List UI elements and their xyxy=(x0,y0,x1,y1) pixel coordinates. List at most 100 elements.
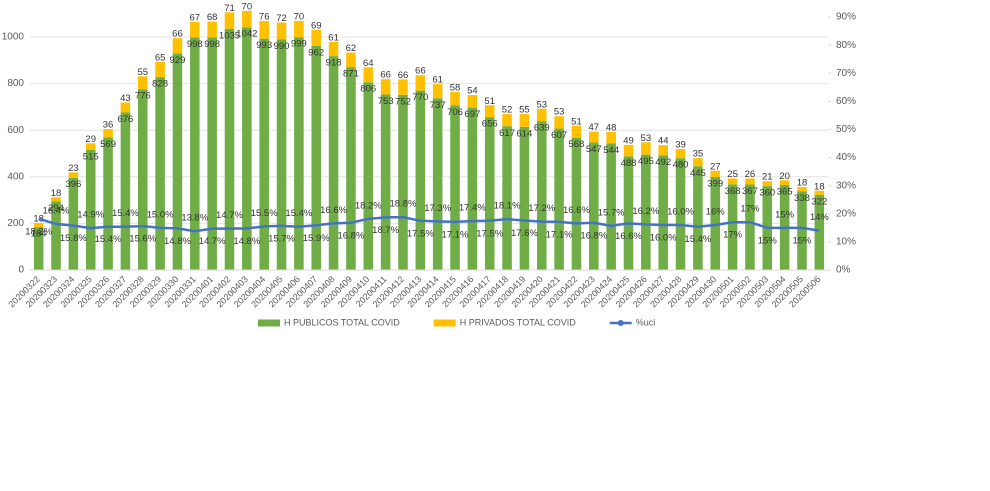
bar-segment xyxy=(259,38,269,271)
data-label: 65 xyxy=(155,52,166,63)
bar-segment xyxy=(242,27,252,270)
data-label: 676 xyxy=(117,114,133,125)
y-tick-label: 0 xyxy=(18,265,24,276)
y2-tick-label: 60% xyxy=(836,96,856,107)
y2-tick-label: 70% xyxy=(836,68,856,79)
data-label: 61 xyxy=(432,75,443,86)
data-label: 918 xyxy=(326,58,342,69)
y2-tick-label: 30% xyxy=(836,180,856,191)
data-label: 806 xyxy=(360,84,376,95)
line-label: 17.6% xyxy=(511,228,538,239)
bar-segment xyxy=(571,137,582,270)
data-label: 828 xyxy=(152,79,168,90)
bar-segment xyxy=(779,180,790,185)
bar-segment xyxy=(172,53,183,270)
data-label: 49 xyxy=(623,135,634,146)
data-label: 871 xyxy=(343,69,359,80)
bar-segment xyxy=(259,20,269,39)
data-label: 76 xyxy=(259,11,270,22)
data-label: 48 xyxy=(606,123,617,134)
bar-segment xyxy=(467,107,478,270)
line-label: 16.6% xyxy=(563,205,590,216)
data-label: 62 xyxy=(346,43,357,54)
data-label: 55 xyxy=(137,67,148,78)
data-label: 929 xyxy=(170,55,186,66)
line-label: 14.7% xyxy=(216,210,243,221)
data-label: 36 xyxy=(103,120,114,131)
data-label: 770 xyxy=(412,92,428,103)
legend-label: H PUBLICOS TOTAL COVID xyxy=(284,317,400,327)
bar-segment xyxy=(415,90,426,270)
legend-swatch xyxy=(617,320,624,326)
legend-swatch xyxy=(433,319,456,327)
y-tick-label: 600 xyxy=(7,125,24,136)
bar-segment xyxy=(432,84,443,99)
bar-segment xyxy=(346,52,356,68)
bar-segment xyxy=(398,94,408,270)
y2-tick-label: 80% xyxy=(836,40,856,51)
bar-segment xyxy=(328,41,339,57)
bar-segment xyxy=(502,114,512,127)
line-label: 15% xyxy=(758,235,778,246)
data-label: 18 xyxy=(51,188,62,199)
data-label: 396 xyxy=(65,179,81,190)
line xyxy=(38,215,820,233)
data-label: 53 xyxy=(536,99,547,110)
data-label: 617 xyxy=(499,128,515,139)
line-label: 15.0% xyxy=(147,209,174,220)
bar-segment xyxy=(398,79,408,95)
data-label: 66 xyxy=(398,70,409,81)
data-label: 70 xyxy=(242,1,253,12)
bar-segment xyxy=(554,128,564,270)
data-label: 54 xyxy=(467,86,478,97)
bar-segment xyxy=(207,37,217,270)
data-label: 544 xyxy=(603,145,619,156)
bar-segment xyxy=(710,177,721,270)
bar-segment xyxy=(103,129,113,138)
bar-segment xyxy=(68,177,79,270)
bar-segment xyxy=(727,184,738,270)
bar-segment xyxy=(693,158,703,167)
data-label: 492 xyxy=(655,157,671,168)
line-label: 15.4% xyxy=(95,234,122,245)
bar-segment xyxy=(450,91,460,106)
data-label: 737 xyxy=(430,100,446,111)
bar-segment xyxy=(224,28,235,270)
data-label: 639 xyxy=(534,123,550,134)
data-label: 753 xyxy=(378,96,394,107)
bar-segment xyxy=(519,114,530,127)
data-label: 445 xyxy=(690,168,706,179)
line-label: 18.8% xyxy=(390,199,417,210)
data-label: 53 xyxy=(554,107,565,118)
line-label: 17.1% xyxy=(442,229,469,240)
line-label: 14% xyxy=(810,212,830,223)
line-label: 13.8% xyxy=(181,213,208,224)
data-label: 43 xyxy=(120,93,131,104)
line-label: 18.2% xyxy=(355,200,382,211)
line-label: 16.0% xyxy=(650,233,677,244)
bar-segment xyxy=(276,22,287,40)
bar-segment xyxy=(311,45,322,270)
data-label: 607 xyxy=(551,130,567,141)
bar-segment xyxy=(224,12,235,29)
bar-segment xyxy=(554,116,564,129)
bar-segment xyxy=(484,117,495,270)
data-label: 66 xyxy=(415,66,426,77)
bar-segment xyxy=(363,67,374,83)
data-label: 18 xyxy=(814,181,825,192)
line-label: 16% xyxy=(706,207,726,218)
bar-segment xyxy=(380,94,391,271)
bar-segment xyxy=(589,131,599,143)
bar-segment xyxy=(536,108,547,122)
y2-tick-label: 0% xyxy=(836,265,851,276)
line-label: 15.4% xyxy=(285,208,312,219)
data-label: 752 xyxy=(395,96,411,107)
data-label: 61 xyxy=(328,32,339,43)
bar-segment xyxy=(120,102,131,113)
bar-segment xyxy=(85,143,96,151)
data-label: 70 xyxy=(294,11,305,22)
line-label: 15.4% xyxy=(112,208,139,219)
bar-segment xyxy=(363,82,374,271)
data-label: 365 xyxy=(777,186,793,197)
